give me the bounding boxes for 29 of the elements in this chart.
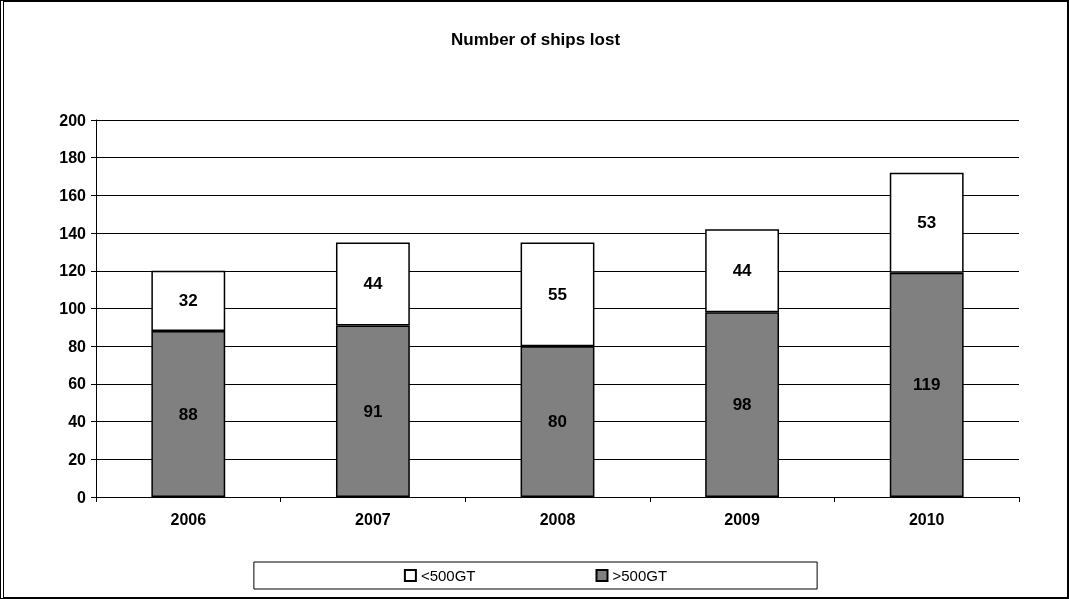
y-tick-label: 60 <box>68 375 87 393</box>
y-tick-label: 180 <box>59 149 87 167</box>
data-label: 44 <box>363 274 383 294</box>
data-label: 98 <box>732 395 752 415</box>
legend-label: <500GT <box>420 567 476 584</box>
x-tick-label: 2010 <box>908 510 945 528</box>
x-tick-label: 2009 <box>724 510 760 528</box>
data-label: 55 <box>548 284 567 304</box>
data-label: 53 <box>917 213 937 233</box>
data-label: 44 <box>732 261 753 281</box>
x-tick-label: 2006 <box>170 510 207 528</box>
data-label: 88 <box>178 404 198 424</box>
data-label: 32 <box>178 291 198 311</box>
y-tick-label: 140 <box>59 224 87 242</box>
y-tick-label: 160 <box>59 186 87 204</box>
y-tick-label: 120 <box>59 262 87 280</box>
y-tick-label: 80 <box>68 337 87 355</box>
y-tick-label: 200 <box>59 111 87 129</box>
data-label: 119 <box>912 375 941 395</box>
data-label: 91 <box>363 401 383 421</box>
y-tick-label: 0 <box>77 488 87 506</box>
x-tick-label: 2007 <box>355 510 391 528</box>
x-tick-label: 2008 <box>539 510 576 528</box>
chart-title: Number of ships lost <box>450 30 621 49</box>
y-tick-label: 20 <box>68 450 87 468</box>
y-tick-label: 40 <box>68 413 87 431</box>
y-tick-label: 100 <box>59 300 87 317</box>
data-label: 80 <box>548 412 567 432</box>
legend-label: >500GT <box>612 567 668 584</box>
